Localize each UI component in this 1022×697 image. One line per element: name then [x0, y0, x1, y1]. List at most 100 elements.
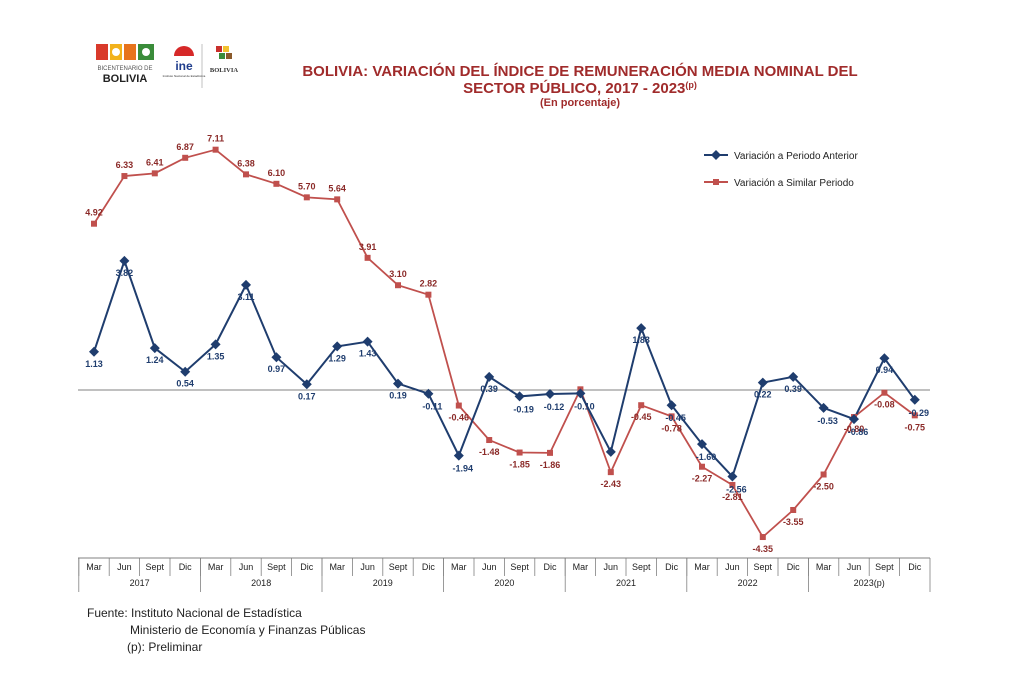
x-tick-label: Sept	[146, 562, 165, 572]
data-point-similar-periodo	[395, 282, 401, 289]
data-label-periodo-anterior: 0.22	[754, 390, 772, 400]
legend-label-periodo-anterior: Variación a Periodo Anterior	[734, 151, 858, 162]
x-tick-label: Dic	[179, 562, 192, 572]
data-label-periodo-anterior: -0.45	[665, 413, 686, 423]
data-point-similar-periodo	[121, 173, 128, 180]
year-label: 2018	[251, 578, 271, 588]
data-point-similar-periodo	[638, 402, 645, 409]
data-point-periodo-anterior	[545, 389, 555, 400]
data-label-similar-periodo: -0.75	[905, 422, 926, 432]
chart-title-line2: SECTOR PÚBLICO, 2017 - 2023(p)	[250, 80, 910, 97]
x-tick-label: Sept	[632, 562, 651, 572]
year-label: 2017	[130, 578, 150, 588]
data-label-periodo-anterior: -0.29	[909, 408, 930, 418]
data-label-similar-periodo: -0.45	[631, 412, 652, 422]
data-point-periodo-anterior	[210, 339, 221, 350]
data-label-periodo-anterior: 1.43	[359, 349, 377, 359]
footer-note: (p): Preliminar	[127, 640, 203, 654]
data-point-periodo-anterior	[788, 371, 799, 382]
series-line-similar-periodo	[93, 148, 916, 539]
data-label-similar-periodo: 7.11	[207, 134, 224, 144]
data-label-periodo-anterior: 1.35	[207, 351, 225, 361]
data-point-similar-periodo	[334, 196, 341, 203]
data-label-periodo-anterior: -1.60	[696, 452, 717, 462]
data-label-periodo-anterior: -2.56	[726, 485, 747, 495]
data-point-periodo-anterior	[393, 378, 403, 389]
legend-label-similar-periodo: Variación a Similar Periodo	[734, 178, 854, 189]
data-point-periodo-anterior	[119, 255, 130, 266]
data-label-similar-periodo: -0.08	[874, 400, 895, 410]
data-label-similar-periodo: -0.78	[661, 423, 682, 433]
data-label-similar-periodo: 6.41	[146, 157, 164, 167]
data-point-similar-periodo	[881, 389, 888, 396]
data-point-similar-periodo	[151, 170, 158, 177]
data-label-periodo-anterior: -1.94	[453, 464, 474, 474]
chart-title-line2-text: SECTOR PÚBLICO, 2017 - 2023	[463, 80, 686, 97]
data-label-periodo-anterior: 0.97	[268, 364, 286, 374]
data-label-periodo-anterior: -0.53	[817, 416, 838, 426]
data-point-periodo-anterior	[453, 450, 464, 461]
data-label-periodo-anterior: -0.19	[513, 404, 534, 414]
data-label-periodo-anterior: 0.17	[298, 391, 316, 401]
x-tick-label: Jun	[117, 562, 132, 572]
data-point-similar-periodo	[790, 506, 797, 513]
data-point-periodo-anterior	[666, 400, 677, 411]
x-tick-label: Jun	[482, 562, 497, 572]
bicentenario-top-text: BICENTENARIO DE	[97, 66, 152, 72]
x-tick-label: Mar	[208, 562, 224, 572]
series-line-periodo-anterior	[93, 257, 916, 479]
data-point-periodo-anterior	[849, 414, 859, 425]
data-label-similar-periodo: 6.10	[268, 168, 286, 178]
x-tick-label: Sept	[510, 562, 529, 572]
data-point-periodo-anterior	[909, 394, 920, 405]
data-label-similar-periodo: 3.91	[359, 242, 377, 252]
year-label: 2021	[616, 578, 636, 588]
chart-subtitle: (En porcentaje)	[539, 97, 621, 109]
x-tick-label: Jun	[239, 562, 254, 572]
x-tick-label: Mar	[694, 562, 710, 572]
data-point-periodo-anterior	[271, 352, 282, 363]
data-point-similar-periodo	[425, 291, 432, 298]
data-point-periodo-anterior	[89, 346, 99, 357]
data-label-similar-periodo: 2.82	[420, 279, 438, 289]
year-label: 2020	[494, 578, 514, 588]
ine-logo-icon: ine Instituto Nacional de Estadística	[163, 46, 206, 78]
x-tick-label: Dic	[908, 562, 921, 572]
data-label-periodo-anterior: 3.11	[237, 292, 254, 302]
data-point-periodo-anterior	[879, 353, 890, 364]
data-point-periodo-anterior	[241, 279, 251, 290]
data-point-similar-periodo	[212, 146, 219, 153]
x-tick-label: Jun	[360, 562, 375, 572]
data-point-periodo-anterior	[362, 336, 373, 347]
data-label-periodo-anterior: 0.54	[176, 379, 194, 389]
footer-source-line2: Ministerio de Economía y Finanzas Públic…	[130, 623, 366, 637]
data-point-similar-periodo	[455, 402, 462, 409]
data-point-periodo-anterior	[484, 371, 495, 382]
ine-subtext: Instituto Nacional de Estadística	[163, 74, 206, 78]
x-tick-label: Sept	[389, 562, 408, 572]
x-tick-label: Dic	[300, 562, 313, 572]
data-label-periodo-anterior: 1.29	[328, 353, 346, 363]
data-label-similar-periodo: 5.64	[328, 183, 346, 193]
chart-title-superscript: (p)	[685, 80, 697, 90]
data-point-similar-periodo	[303, 194, 310, 201]
data-point-similar-periodo	[516, 449, 523, 456]
ministry-text: BOLIVIA	[210, 67, 238, 74]
data-point-periodo-anterior	[636, 323, 647, 334]
bicentenario-logo-icon: BICENTENARIO DE BOLIVIA	[96, 44, 154, 85]
data-point-periodo-anterior	[605, 446, 616, 457]
data-point-periodo-anterior	[575, 388, 586, 399]
data-point-similar-periodo	[911, 412, 918, 419]
x-tick-label: Jun	[725, 562, 740, 572]
data-point-periodo-anterior	[818, 402, 829, 413]
data-label-similar-periodo: -2.43	[601, 479, 622, 489]
data-label-similar-periodo: 6.87	[176, 142, 194, 152]
x-tick-label: Sept	[875, 562, 894, 572]
data-label-periodo-anterior: 0.19	[389, 391, 407, 401]
legend-marker-periodo-anterior	[711, 150, 721, 160]
data-label-similar-periodo: -2.81	[722, 492, 743, 502]
data-point-periodo-anterior	[514, 391, 525, 402]
data-label-periodo-anterior: -0.86	[848, 427, 869, 437]
x-tick-label: Sept	[267, 562, 286, 572]
